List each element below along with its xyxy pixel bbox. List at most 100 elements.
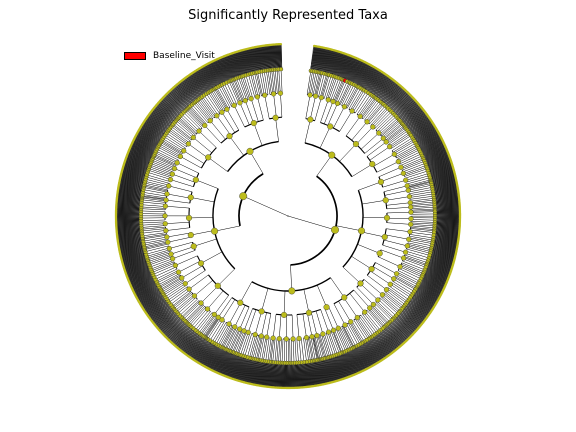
clade-branch bbox=[342, 326, 354, 348]
clade-branch bbox=[344, 325, 356, 347]
clade-branch bbox=[384, 125, 405, 141]
clade-branch bbox=[141, 226, 166, 230]
clade-branch bbox=[173, 293, 193, 309]
clade-branch bbox=[169, 128, 190, 143]
clade-branch bbox=[294, 338, 297, 363]
clade-branch bbox=[401, 159, 424, 170]
clade-branch bbox=[305, 337, 310, 362]
clade-branch bbox=[323, 75, 332, 99]
clade-branch bbox=[386, 127, 406, 143]
clade-branch bbox=[381, 120, 400, 137]
clade-branch bbox=[201, 315, 216, 335]
clade-branch bbox=[318, 334, 326, 359]
clade-branch bbox=[335, 225, 362, 232]
clade-branch bbox=[343, 325, 355, 348]
clade-branch bbox=[264, 95, 270, 119]
clade-branch bbox=[321, 74, 329, 98]
clade-branch bbox=[335, 80, 346, 103]
clade-branch bbox=[410, 206, 435, 209]
clade-branch bbox=[381, 295, 401, 312]
clade-branch bbox=[393, 139, 414, 153]
clade-branch bbox=[188, 107, 205, 126]
clade-branch bbox=[367, 103, 383, 123]
clade-branch bbox=[155, 152, 178, 164]
clade-branch bbox=[404, 170, 428, 179]
clade-branch bbox=[394, 276, 417, 289]
clade-branch bbox=[399, 268, 422, 280]
clade-branch bbox=[312, 336, 319, 360]
clade-branch bbox=[202, 96, 217, 117]
clade-branch bbox=[143, 189, 168, 195]
clade-branch bbox=[205, 318, 220, 339]
clade-branch bbox=[351, 163, 373, 177]
clade-branch bbox=[146, 249, 170, 257]
clade-branch bbox=[153, 155, 176, 166]
clade-branch bbox=[259, 336, 265, 361]
clade-branch bbox=[330, 331, 340, 354]
clade-branch bbox=[150, 258, 173, 268]
clade-branch bbox=[252, 73, 259, 97]
clade-branch bbox=[245, 100, 254, 124]
clade-branch bbox=[254, 72, 261, 97]
clade-branch bbox=[327, 103, 338, 126]
clade-branch bbox=[207, 290, 224, 310]
clade-branch bbox=[296, 338, 299, 363]
clade-branch bbox=[217, 268, 236, 287]
clade-branch bbox=[327, 332, 336, 356]
clade-branch bbox=[332, 330, 342, 354]
clade-branch bbox=[308, 71, 313, 95]
clade-branch bbox=[325, 76, 334, 100]
clade-branch bbox=[200, 314, 215, 335]
clade-branch bbox=[407, 242, 432, 249]
clade-branch bbox=[217, 324, 230, 346]
clade-branch bbox=[218, 297, 233, 318]
clade-branch bbox=[324, 307, 334, 331]
clade-branch bbox=[410, 227, 435, 230]
clade-branch bbox=[142, 197, 166, 202]
clade-branch bbox=[409, 193, 434, 198]
clade-branch bbox=[320, 309, 329, 333]
clade-branch bbox=[369, 307, 387, 326]
clade-branch bbox=[398, 151, 421, 163]
clade-branch bbox=[383, 239, 408, 247]
clade-branch bbox=[315, 72, 322, 97]
clade-branch bbox=[410, 210, 435, 212]
clade-branch bbox=[170, 289, 190, 305]
clade-branch bbox=[309, 96, 316, 120]
clade-branch bbox=[349, 322, 362, 344]
clade-branch bbox=[353, 319, 367, 341]
clade-branch bbox=[316, 72, 323, 97]
clade-branch bbox=[322, 74, 330, 98]
clade-branch bbox=[232, 329, 242, 353]
clade-branch bbox=[316, 335, 323, 360]
clade-branch bbox=[165, 134, 186, 149]
clade-branch bbox=[334, 329, 344, 353]
clade-branch bbox=[386, 222, 411, 225]
clade-branch bbox=[353, 289, 370, 309]
clade-branch bbox=[157, 146, 180, 159]
clade-branch bbox=[141, 210, 166, 213]
clade-branch bbox=[386, 217, 411, 220]
clade-branch bbox=[278, 338, 281, 363]
clade-branch bbox=[214, 225, 241, 232]
clade-branch bbox=[401, 262, 425, 273]
clade-branch bbox=[382, 121, 402, 138]
clade-branch bbox=[398, 270, 420, 282]
clade-branch bbox=[190, 197, 215, 203]
clade-branch bbox=[216, 87, 229, 109]
clade-branch bbox=[357, 244, 380, 254]
clade-branch bbox=[153, 156, 176, 167]
clade-branch bbox=[141, 228, 166, 232]
clade-branch bbox=[144, 243, 169, 250]
clade-branch bbox=[203, 95, 219, 116]
clade-branch bbox=[166, 132, 187, 147]
clade-branch bbox=[390, 283, 411, 298]
clade-branch bbox=[233, 330, 243, 353]
clade-branch bbox=[314, 335, 321, 360]
clade-branch bbox=[386, 211, 411, 214]
clade-branch bbox=[229, 328, 240, 352]
clade-branch bbox=[351, 255, 372, 270]
clade-branch bbox=[383, 185, 408, 192]
clade-branch bbox=[394, 277, 416, 290]
clade-branch bbox=[142, 195, 167, 200]
